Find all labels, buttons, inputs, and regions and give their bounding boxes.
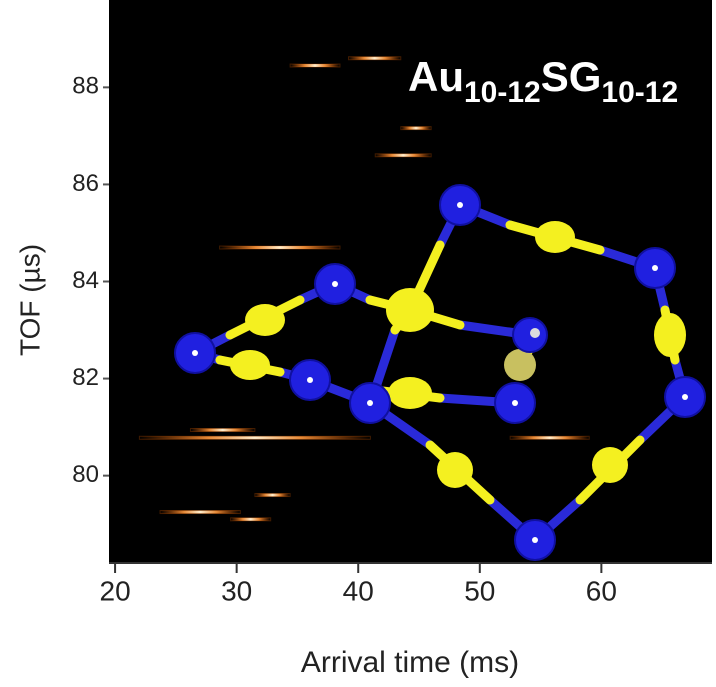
streak <box>159 510 241 515</box>
y-tick-label: 84 <box>72 267 99 294</box>
streak <box>509 435 590 440</box>
annotation-text: SG <box>541 53 602 100</box>
streak <box>374 153 432 158</box>
x-tick-label: 30 <box>221 575 252 606</box>
streak <box>289 63 341 68</box>
y-tick-label: 88 <box>72 73 99 100</box>
streak <box>230 517 272 522</box>
x-tick-label: 40 <box>343 575 374 606</box>
x-tick-label: 60 <box>586 575 617 606</box>
y-tick-label: 80 <box>72 461 99 488</box>
x-tick-label: 20 <box>100 575 131 606</box>
x-tick-label: 50 <box>464 575 495 606</box>
y-tick-label: 82 <box>72 364 99 391</box>
molecule <box>174 184 706 561</box>
annotation-subscript: 10-12 <box>601 76 678 109</box>
streak <box>400 126 432 131</box>
streak <box>254 493 291 498</box>
streak <box>189 428 256 433</box>
streak <box>219 245 341 250</box>
annotation: Au10-12SG10-12 <box>408 53 678 109</box>
streak <box>138 435 371 440</box>
streak <box>347 56 402 61</box>
y-tick-label: 86 <box>72 170 99 197</box>
x-axis-label: Arrival time (ms) <box>301 646 519 679</box>
y-axis-label: TOF (µs) <box>14 244 45 356</box>
streaks <box>138 56 590 522</box>
annotation-text: Au <box>408 53 464 100</box>
annotation-subscript: 10-12 <box>464 76 541 109</box>
